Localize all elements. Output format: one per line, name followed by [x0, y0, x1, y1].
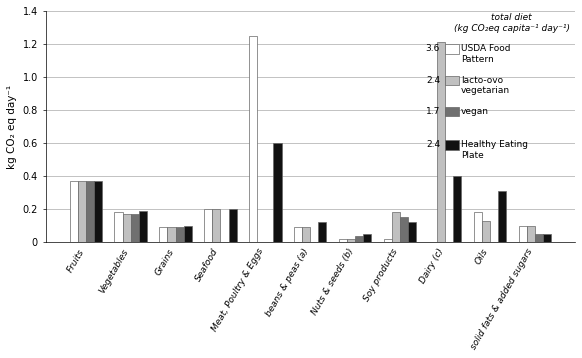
Text: lacto-ovo
vegetarian: lacto-ovo vegetarian: [461, 76, 510, 95]
Bar: [168, 227, 176, 242]
Y-axis label: kg CO₂ eq day⁻¹: kg CO₂ eq day⁻¹: [7, 84, 17, 169]
Bar: [229, 209, 237, 242]
Text: 2.4: 2.4: [426, 76, 440, 85]
Bar: [400, 217, 408, 242]
Bar: [274, 143, 282, 242]
Bar: [339, 239, 347, 242]
Bar: [318, 222, 327, 242]
Bar: [519, 226, 527, 242]
Bar: [527, 226, 535, 242]
Bar: [355, 236, 363, 242]
Bar: [302, 227, 310, 242]
Text: USDA Food
Pattern: USDA Food Pattern: [461, 44, 510, 64]
FancyBboxPatch shape: [445, 44, 459, 54]
Bar: [212, 209, 221, 242]
Text: 3.6: 3.6: [425, 44, 440, 53]
Bar: [123, 214, 130, 242]
Bar: [159, 227, 168, 242]
Text: vegan: vegan: [461, 107, 489, 116]
Bar: [474, 213, 482, 242]
Bar: [384, 239, 392, 242]
Text: total diet
(kg CO₂eq capita⁻¹ day⁻¹): total diet (kg CO₂eq capita⁻¹ day⁻¹): [454, 13, 570, 33]
Bar: [94, 181, 102, 242]
Bar: [408, 222, 416, 242]
Bar: [392, 213, 400, 242]
Bar: [498, 191, 506, 242]
Bar: [249, 36, 257, 242]
Bar: [86, 181, 94, 242]
Bar: [363, 234, 371, 242]
Bar: [437, 42, 445, 242]
FancyBboxPatch shape: [445, 76, 459, 85]
Bar: [184, 226, 191, 242]
FancyBboxPatch shape: [445, 140, 459, 150]
Bar: [543, 234, 551, 242]
Bar: [347, 239, 355, 242]
Bar: [535, 234, 543, 242]
Bar: [130, 214, 139, 242]
Text: 2.4: 2.4: [426, 140, 440, 149]
Bar: [453, 176, 461, 242]
Bar: [70, 181, 77, 242]
Text: 1.7: 1.7: [425, 107, 440, 116]
Bar: [115, 213, 123, 242]
FancyBboxPatch shape: [445, 107, 459, 116]
Bar: [482, 221, 490, 242]
Bar: [176, 227, 184, 242]
Bar: [139, 211, 147, 242]
Bar: [204, 209, 212, 242]
Bar: [77, 181, 86, 242]
Bar: [294, 227, 302, 242]
Text: Healthy Eating
Plate: Healthy Eating Plate: [461, 140, 528, 160]
